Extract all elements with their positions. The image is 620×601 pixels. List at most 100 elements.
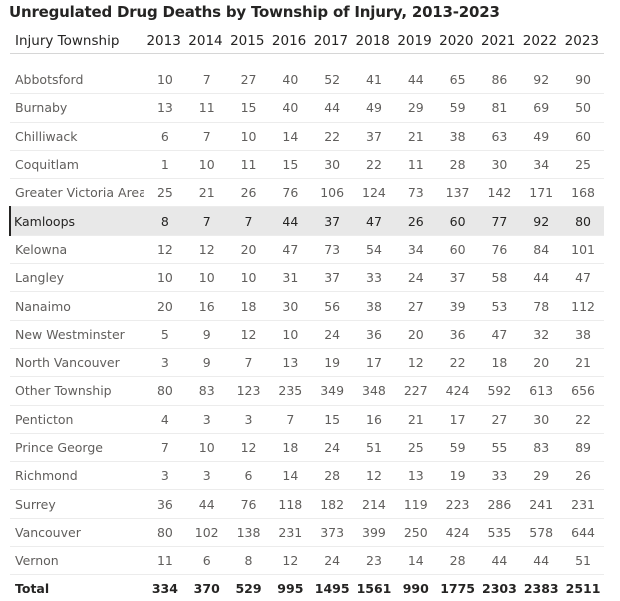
table-cell: 101 bbox=[562, 235, 604, 265]
table-cell: 24 bbox=[311, 433, 354, 463]
total-cell: 990 bbox=[394, 574, 437, 601]
table-cell: 27 bbox=[394, 291, 437, 321]
column-header-township[interactable]: Injury Township bbox=[15, 32, 120, 49]
table-row[interactable]: Coquitlam 1 10 11 15 30 22 11 28 30 34 25 bbox=[10, 150, 604, 180]
table-cell: 10 bbox=[227, 122, 270, 151]
table-cell: 1 bbox=[144, 150, 186, 180]
column-header-year[interactable]: 2023 bbox=[564, 32, 599, 49]
table-cell: 7 bbox=[269, 405, 312, 434]
column-header-year[interactable]: 2013 bbox=[146, 32, 181, 49]
table-row[interactable]: Other Township 80 83 123 235 349 348 227 424 592 6… bbox=[10, 376, 604, 406]
data-table: Injury Township 2013 2014 2015 2016 2017 2018… bbox=[9, 28, 604, 601]
table-row[interactable]: Kelowna 12 12 20 47 73 54 34 60 76 84 101 bbox=[10, 235, 604, 265]
table-cell: 124 bbox=[353, 178, 395, 208]
table-cell: 41 bbox=[353, 66, 395, 95]
table-cell: 18 bbox=[227, 291, 270, 321]
column-header-year[interactable]: 2020 bbox=[439, 32, 474, 49]
table-cell: 118 bbox=[269, 489, 312, 519]
table-cell: 11 bbox=[144, 546, 186, 576]
table-cell: 7 bbox=[144, 433, 186, 463]
table-row[interactable]: Surrey 36 44 76 118 182 214 119 223 286 241 231 bbox=[10, 489, 604, 519]
table-row[interactable]: Vernon 11 6 8 12 24 23 14 28 44 44 51 bbox=[10, 546, 604, 576]
table-row[interactable]: New Westminster 5 9 12 10 24 36 20 36 47 32 38 bbox=[10, 320, 604, 349]
table-row[interactable]: Burnaby 13 11 15 40 44 49 29 59 81 69 50 bbox=[10, 93, 604, 123]
table-cell: 78 bbox=[520, 291, 563, 321]
table-cell: 15 bbox=[227, 93, 270, 123]
table-cell: 21 bbox=[562, 348, 604, 378]
table-cell: 60 bbox=[562, 122, 604, 151]
table-row[interactable]: Nanaimo 20 16 18 30 56 38 27 39 53 78 112 bbox=[10, 291, 604, 321]
column-header-year[interactable]: 2018 bbox=[355, 32, 390, 49]
table-header-row: Injury Township 2013 2014 2015 2016 2017 2018… bbox=[10, 28, 604, 54]
table-cell: 20 bbox=[520, 348, 563, 378]
table-row[interactable]: Penticton 4 3 3 7 15 16 21 17 27 30 22 bbox=[10, 405, 604, 434]
column-header-year[interactable]: 2021 bbox=[480, 32, 516, 49]
total-cell: 1495 bbox=[311, 574, 354, 601]
table-cell: 10 bbox=[185, 263, 228, 293]
table-cell: 60 bbox=[436, 206, 479, 236]
table-row[interactable]: Richmond 3 3 6 14 28 12 13 19 33 29 26 bbox=[10, 461, 604, 491]
table-row[interactable]: Kamloops 8 7 7 44 37 47 26 60 77 92 80 bbox=[9, 206, 604, 236]
table-cell: 65 bbox=[436, 66, 479, 95]
table-cell: 4 bbox=[144, 405, 186, 434]
column-header-year[interactable]: 2016 bbox=[271, 32, 307, 49]
table-cell: 18 bbox=[269, 433, 312, 463]
table-cell: 10 bbox=[144, 263, 186, 293]
column-header-year[interactable]: 2019 bbox=[397, 32, 432, 49]
row-label: Langley bbox=[10, 263, 144, 293]
table-cell: 50 bbox=[562, 93, 604, 123]
table-cell: 10 bbox=[269, 320, 312, 349]
table-cell: 613 bbox=[520, 376, 563, 406]
total-row: Total 334 370 529 995 1495 1561 990 1775 2303 2383… bbox=[10, 574, 604, 601]
table-cell: 69 bbox=[520, 93, 563, 123]
table-cell: 38 bbox=[436, 122, 479, 151]
table-cell: 6 bbox=[227, 461, 270, 491]
row-label: Abbotsford bbox=[10, 66, 144, 95]
table-cell: 26 bbox=[394, 206, 437, 236]
column-header-year[interactable]: 2017 bbox=[313, 32, 349, 49]
table-cell: 424 bbox=[436, 518, 479, 548]
total-cell: 334 bbox=[144, 574, 186, 601]
table-cell: 37 bbox=[311, 263, 354, 293]
table-cell: 28 bbox=[311, 461, 354, 491]
table-cell: 19 bbox=[436, 461, 479, 491]
table-row[interactable]: Greater Victoria Area 25 21 26 76 106 124 73 137… bbox=[10, 178, 604, 208]
table-cell: 656 bbox=[562, 376, 604, 406]
row-label: Prince George bbox=[10, 433, 144, 463]
row-label: Nanaimo bbox=[10, 291, 144, 321]
column-header-year[interactable]: 2014 bbox=[188, 32, 223, 49]
total-cell: 995 bbox=[269, 574, 312, 601]
row-label: Kelowna bbox=[10, 235, 144, 265]
table-cell: 3 bbox=[144, 348, 186, 378]
table-cell: 47 bbox=[562, 263, 604, 293]
table-cell: 49 bbox=[353, 93, 395, 123]
table-row[interactable]: Prince George 7 10 12 18 24 51 25 59 55 83 89 bbox=[10, 433, 604, 463]
column-header-year[interactable]: 2022 bbox=[522, 32, 558, 49]
table-row[interactable]: Vancouver 80 102 138 231 373 399 250 424 535 578 64… bbox=[10, 518, 604, 548]
table-row[interactable]: Abbotsford 10 7 27 40 52 41 44 65 86 92 90 bbox=[10, 66, 604, 95]
table-cell: 6 bbox=[144, 122, 186, 151]
table-row[interactable]: Langley 10 10 10 31 37 33 24 37 58 44 47 bbox=[10, 263, 604, 293]
table-row[interactable]: North Vancouver 3 9 7 13 19 17 12 22 18 20 21 bbox=[10, 348, 604, 378]
table-cell: 138 bbox=[227, 518, 270, 548]
table-cell: 592 bbox=[478, 376, 521, 406]
table-cell: 17 bbox=[353, 348, 395, 378]
row-label: Chilliwack bbox=[10, 122, 144, 151]
column-header-year[interactable]: 2015 bbox=[230, 32, 265, 49]
row-label: Vancouver bbox=[10, 518, 144, 548]
table-cell: 33 bbox=[353, 263, 395, 293]
table-cell: 250 bbox=[394, 518, 437, 548]
table-row[interactable]: Chilliwack 6 7 10 14 22 37 21 38 63 49 60 bbox=[10, 122, 604, 151]
table-cell: 24 bbox=[311, 320, 354, 349]
table-cell: 80 bbox=[144, 376, 186, 406]
table-cell: 3 bbox=[185, 405, 228, 434]
table-cell: 81 bbox=[478, 93, 521, 123]
table-cell: 60 bbox=[436, 235, 479, 265]
table-cell: 25 bbox=[562, 150, 604, 180]
table-cell: 24 bbox=[394, 263, 437, 293]
table-cell: 123 bbox=[227, 376, 270, 406]
table-cell: 15 bbox=[269, 150, 312, 180]
table-cell: 15 bbox=[311, 405, 354, 434]
table-cell: 26 bbox=[227, 178, 270, 208]
table-cell: 241 bbox=[520, 489, 563, 519]
